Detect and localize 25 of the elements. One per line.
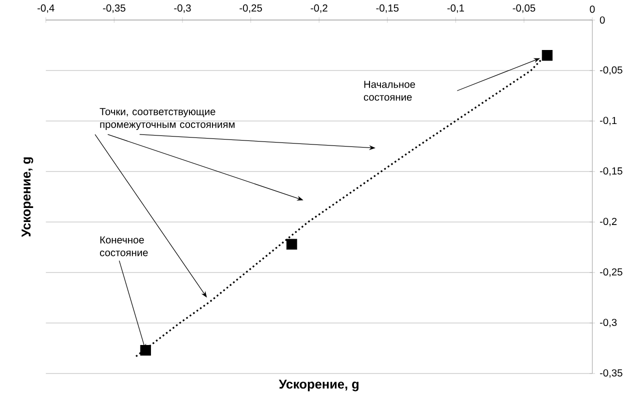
- x-axis-title: Ускорение, g: [278, 380, 358, 392]
- x-tick-label: -0,35: [103, 4, 126, 14]
- y-tick-label: 0: [600, 16, 605, 24]
- y-tick-label: -0,25: [600, 268, 622, 277]
- x-tick-label: -0,2: [310, 4, 328, 14]
- annotation: Конечное состояние: [100, 236, 148, 256]
- y-tick-label: -0,05: [600, 66, 622, 76]
- y-axis-title: Ускорение, g: [22, 158, 34, 238]
- point: [140, 345, 151, 356]
- x-tick-label: -0,25: [240, 4, 262, 14]
- y-tick-label: -0,35: [600, 370, 622, 378]
- point: [542, 50, 553, 61]
- x-tick-label: -0,4: [38, 4, 54, 14]
- annotation: Начальное состояние: [364, 81, 416, 101]
- annotation: Точки, соответствующие промежуточным состояниям: [100, 108, 235, 130]
- x-tick-label: -0,15: [376, 4, 399, 14]
- x-tick-label: 0: [590, 6, 595, 14]
- y-tick-label: -0,15: [600, 168, 622, 176]
- x-tick-label: -0,1: [447, 4, 464, 14]
- y-tick-label: -0,1: [600, 117, 617, 126]
- point: [286, 239, 298, 250]
- x-tick-label: -0,3: [174, 4, 191, 14]
- y-tick-label: -0,3: [600, 319, 617, 328]
- y-tick-label: -0,2: [600, 218, 617, 226]
- x-tick-label: -0,05: [512, 4, 536, 14]
